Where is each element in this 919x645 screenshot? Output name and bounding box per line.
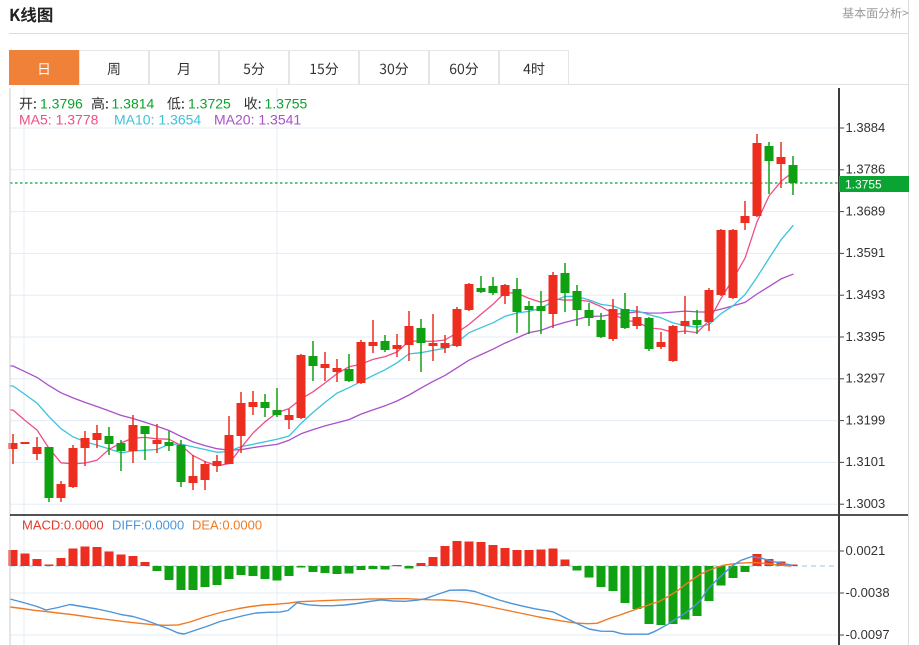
svg-text:MA20: 1.3541: MA20: 1.3541 <box>214 112 301 128</box>
svg-text:1.3003: 1.3003 <box>846 496 886 511</box>
svg-text:DEA:0.0000: DEA:0.0000 <box>192 518 262 533</box>
svg-text:1.3689: 1.3689 <box>846 203 886 218</box>
svg-text:1.3814: 1.3814 <box>112 96 155 112</box>
svg-text:1.3884: 1.3884 <box>846 120 886 135</box>
svg-text:1.3101: 1.3101 <box>846 454 886 469</box>
svg-text:1.3796: 1.3796 <box>40 96 83 112</box>
svg-text:0.0021: 0.0021 <box>846 543 886 558</box>
svg-text:-0.0038: -0.0038 <box>846 585 890 600</box>
svg-text:1.3755: 1.3755 <box>265 96 308 112</box>
svg-text:1.3725: 1.3725 <box>188 96 231 112</box>
svg-text:1.3297: 1.3297 <box>846 371 886 386</box>
svg-text:MACD:0.0000: MACD:0.0000 <box>22 518 104 533</box>
svg-text:1.3395: 1.3395 <box>846 329 886 344</box>
svg-text:1.3755: 1.3755 <box>845 178 882 192</box>
svg-text:1.3199: 1.3199 <box>846 412 886 427</box>
svg-text:MA10: 1.3654: MA10: 1.3654 <box>114 112 201 128</box>
svg-text:MA5: 1.3778: MA5: 1.3778 <box>19 112 99 128</box>
svg-text:-0.0097: -0.0097 <box>846 627 890 642</box>
svg-text:1.3493: 1.3493 <box>846 287 886 302</box>
svg-text:DIFF:0.0000: DIFF:0.0000 <box>112 518 184 533</box>
svg-text:1.3591: 1.3591 <box>846 245 886 260</box>
svg-text:1.3786: 1.3786 <box>846 162 886 177</box>
